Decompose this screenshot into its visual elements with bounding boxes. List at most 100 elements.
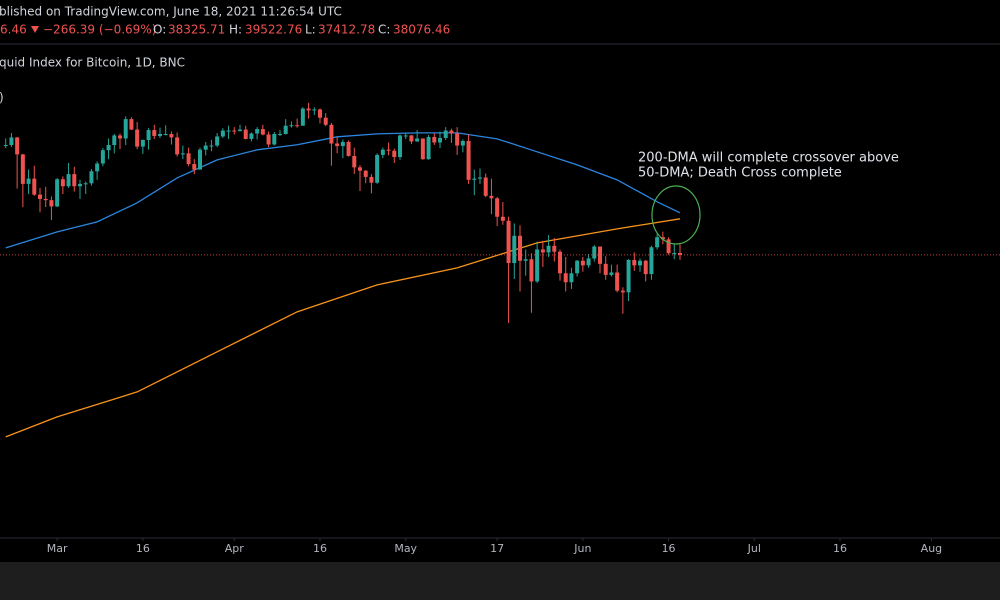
price-change: −266.39 (−0.69%) (43, 23, 156, 37)
candle-body (43, 198, 48, 201)
candle-body (135, 129, 140, 147)
candle-body (672, 252, 677, 254)
ohlc-label: C: (378, 23, 390, 37)
candle-body (506, 220, 511, 264)
candle-body (340, 141, 345, 147)
candle-body (523, 259, 528, 261)
candle-body (15, 137, 20, 155)
x-tick-label: Mar (47, 542, 68, 555)
candle-body (3, 145, 8, 147)
candle-body (283, 125, 288, 134)
candle-body (660, 237, 665, 240)
candle-body (118, 135, 122, 139)
candle-body (289, 125, 294, 127)
candle-body (146, 130, 151, 140)
candle-body (198, 149, 202, 170)
candle-body (409, 135, 414, 142)
candle-body (563, 273, 568, 283)
candle-body (60, 179, 65, 187)
candle-body (226, 130, 231, 132)
candle-body (632, 259, 637, 266)
x-tick-label: Aug (921, 542, 942, 555)
candle-body (472, 178, 477, 180)
highlight-circle (651, 185, 701, 245)
candle-body (152, 130, 157, 136)
candle-body (335, 143, 340, 147)
candle-body (72, 174, 77, 187)
candle-body (266, 134, 271, 145)
candle-body (232, 130, 237, 132)
x-tick-label: 16 (662, 542, 676, 555)
x-tick-label: 16 (833, 542, 847, 555)
candle-body (380, 149, 385, 155)
candle-body (346, 141, 351, 156)
candle-body (518, 235, 522, 261)
candle-body (569, 273, 574, 283)
candle-body (169, 133, 174, 138)
candle-body (655, 237, 660, 248)
candle-body (369, 176, 374, 183)
x-tick-label: 16 (313, 542, 327, 555)
candle-body (20, 154, 25, 184)
x-tick-label: Jun (573, 542, 591, 555)
candle-body (620, 290, 625, 293)
candle-body (352, 155, 357, 168)
candle-body (129, 119, 134, 130)
candle-body (209, 145, 214, 147)
moving-average-line (5, 132, 681, 249)
candle-body (489, 195, 494, 199)
published-note: blished on TradingView.com, June 18, 202… (0, 5, 342, 19)
candle-body (386, 149, 391, 151)
candle-body (666, 239, 671, 254)
candle-body (432, 136, 437, 143)
candle-body (272, 133, 277, 145)
candle-body (500, 216, 505, 221)
candle-body (106, 145, 111, 151)
down-arrow (31, 26, 39, 33)
candle-body (83, 183, 88, 185)
candle-body (678, 252, 682, 255)
candle-body (443, 130, 448, 138)
candle-body (455, 133, 460, 146)
candle-body (478, 177, 482, 179)
plot-area (0, 102, 1000, 438)
candle-body (192, 164, 197, 170)
candle-body (449, 130, 454, 134)
ohlc-label: O: (153, 23, 166, 37)
candle-body (95, 163, 100, 172)
candle-body (300, 108, 305, 126)
candle-body (329, 124, 334, 144)
x-tick-label: Jul (747, 542, 761, 555)
ohlc-value: 38325.71 (168, 23, 225, 37)
footer-strip (0, 562, 1000, 600)
candle-body (638, 260, 642, 266)
candle-body (32, 178, 37, 195)
candle-body (558, 251, 562, 274)
candle-body (426, 136, 431, 160)
ohlc-value: 39522.76 (245, 23, 302, 37)
last-price: 6.46 (0, 23, 27, 37)
candle-body (295, 125, 300, 127)
candle-body (495, 198, 500, 217)
candle-body (398, 135, 402, 158)
candle-body (375, 154, 380, 183)
candle-body (186, 153, 191, 165)
candle-body (49, 200, 54, 207)
candle-body (140, 139, 145, 147)
candle-body (438, 137, 442, 143)
candle-body (643, 260, 648, 275)
candle-body (529, 259, 534, 282)
candle-body (415, 138, 420, 142)
candle-body (278, 133, 282, 135)
candle-body (460, 140, 465, 146)
candle-body (363, 170, 368, 177)
candle-body (312, 109, 317, 111)
candle-body (626, 259, 631, 293)
ohlc-value: 37412.78 (318, 23, 375, 37)
candle-body (55, 179, 60, 207)
x-tick-label: Apr (225, 542, 245, 555)
candle-body (609, 272, 614, 275)
candle-body (158, 133, 162, 136)
